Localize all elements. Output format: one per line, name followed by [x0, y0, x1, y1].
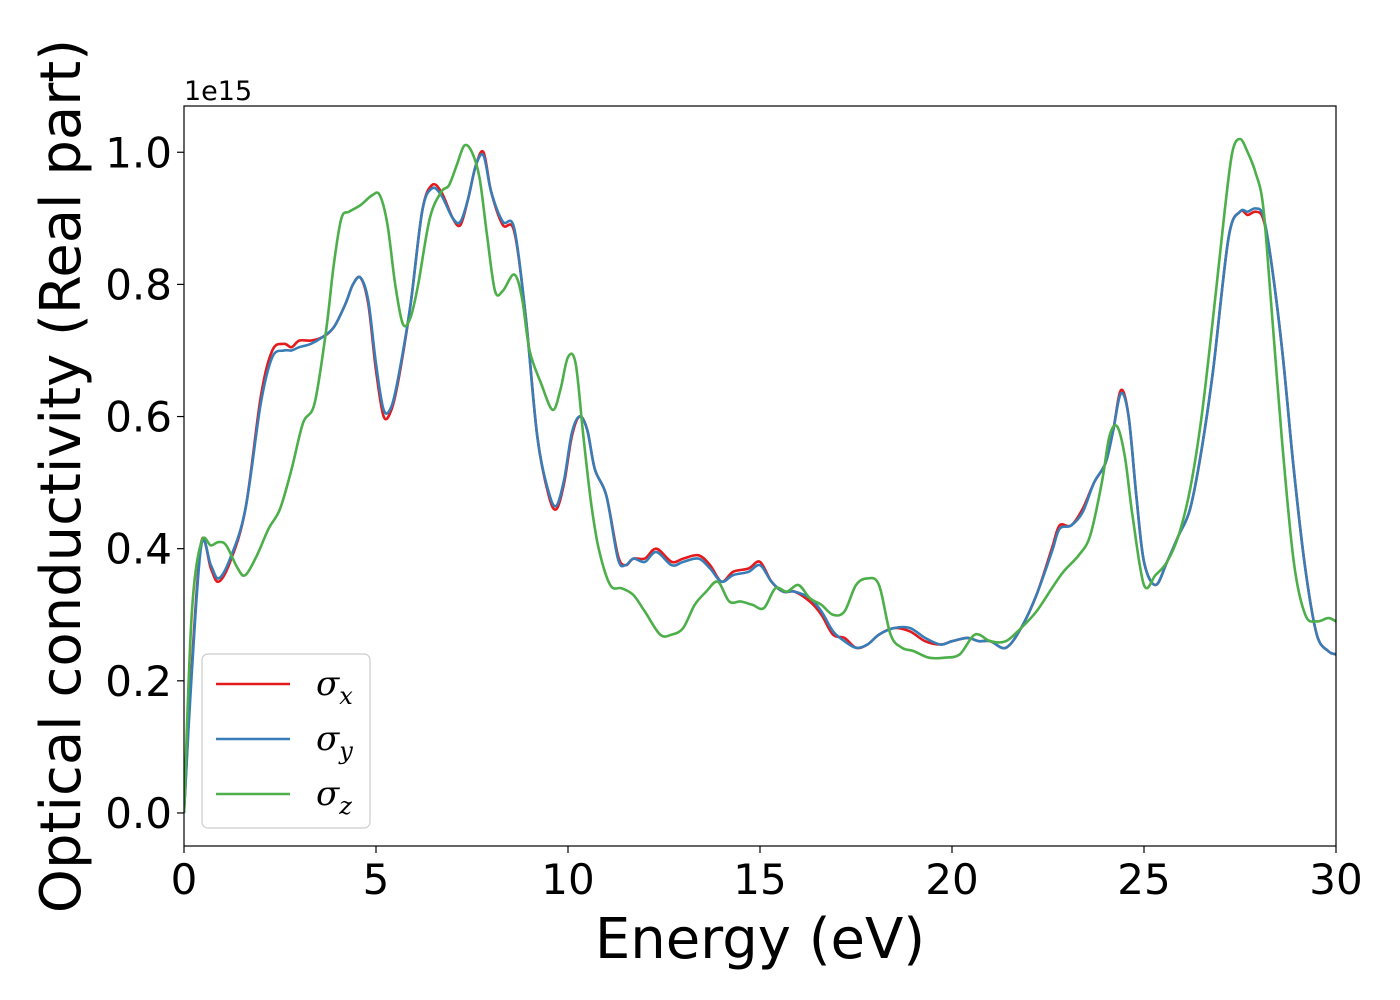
x-tick-label: 0	[171, 855, 198, 904]
y-tick-label: 0.8	[105, 260, 172, 309]
y-axis-offset-label: 1e15	[184, 76, 252, 107]
series-line-y	[184, 152, 1336, 814]
series-line-z	[184, 137, 1336, 814]
legend: σx σy σz	[201, 653, 371, 829]
y-tick-label: 1.0	[105, 128, 172, 177]
x-axis-ticks: 0 5 10 15 20 25 30	[171, 846, 1363, 904]
y-axis-label: Optical conductivity (Real part)	[29, 39, 94, 913]
legend-label-z: σz	[316, 774, 352, 820]
legend-frame	[201, 653, 371, 829]
legend-label-x: σx	[316, 664, 353, 710]
x-tick-label: 15	[733, 855, 786, 904]
y-tick-label: 0.0	[105, 789, 172, 838]
y-tick-label: 0.4	[105, 525, 172, 574]
legend-label-y: σy	[316, 719, 353, 765]
x-tick-label: 20	[925, 855, 978, 904]
x-tick-label: 25	[1117, 855, 1170, 904]
x-axis-label: Energy (eV)	[595, 907, 925, 972]
x-tick-label: 30	[1309, 855, 1362, 904]
x-tick-label: 10	[541, 855, 594, 904]
y-axis-ticks: 0.0 0.2 0.4 0.6 0.8 1.0	[105, 128, 184, 838]
x-tick-label: 5	[363, 855, 390, 904]
series-layer	[184, 137, 1336, 814]
y-tick-label: 0.6	[105, 393, 172, 442]
y-tick-label: 0.2	[105, 657, 172, 706]
